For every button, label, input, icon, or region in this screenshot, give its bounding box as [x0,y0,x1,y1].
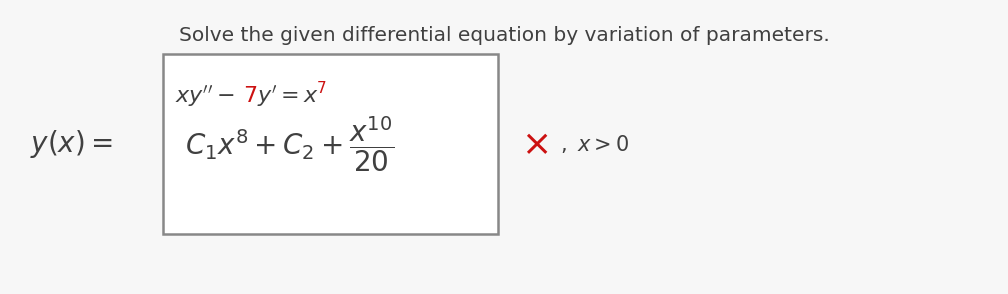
Text: $\times$: $\times$ [521,127,548,161]
Text: Solve the given differential equation by variation of parameters.: Solve the given differential equation by… [178,26,830,45]
Text: $y(x) = $: $y(x) = $ [30,128,113,160]
Text: $7$: $7$ [243,86,257,106]
Text: $y' = x$: $y' = x$ [257,83,320,109]
Text: $xy'' - $: $xy'' - $ [175,83,235,109]
Text: $7$: $7$ [316,80,327,96]
Text: $,\ x > 0$: $,\ x > 0$ [560,133,629,155]
Text: $C_1 x^8 + C_2 + \dfrac{x^{10}}{20}$: $C_1 x^8 + C_2 + \dfrac{x^{10}}{20}$ [185,114,394,174]
Bar [163,54,498,234]
